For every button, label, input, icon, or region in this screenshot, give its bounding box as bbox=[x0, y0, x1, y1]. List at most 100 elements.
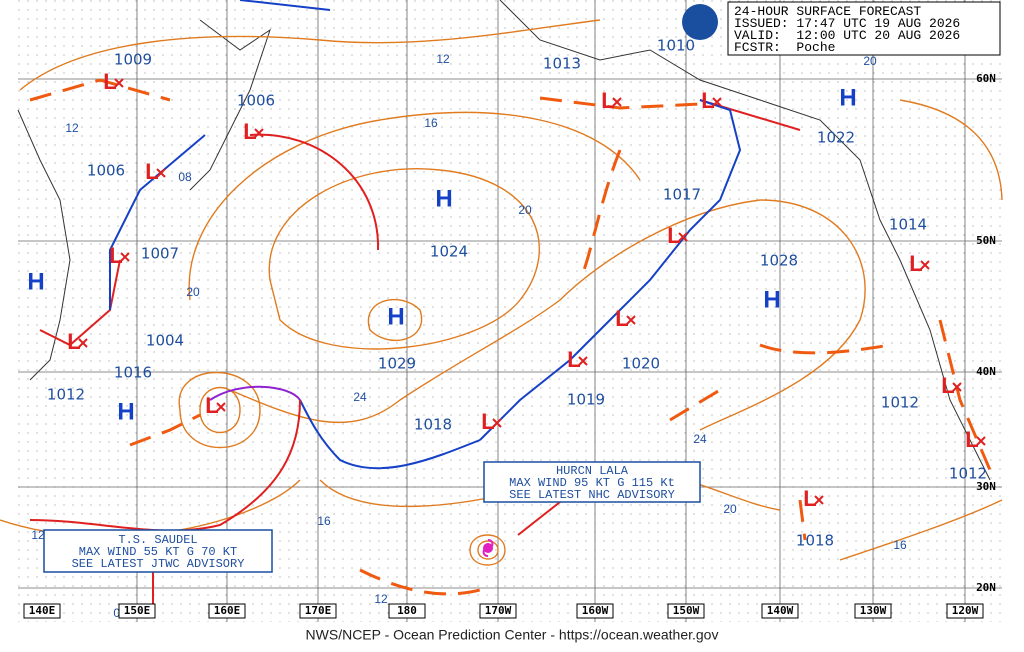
low-pressure-center: L bbox=[109, 243, 122, 268]
low-pressure-center: L bbox=[481, 409, 494, 434]
longitude-label: 160E bbox=[214, 604, 241, 617]
hurricane-advisory: HURCN LALA MAX WIND 95 KT G 115 Kt SEE L… bbox=[483, 461, 701, 536]
isobar-label: 08 bbox=[178, 170, 192, 184]
longitude-label-box bbox=[667, 603, 705, 619]
longitude-label-box bbox=[388, 603, 426, 619]
longitude-label-box bbox=[576, 603, 614, 619]
low-marker bbox=[712, 97, 722, 107]
isobar-label: 24 bbox=[693, 432, 707, 446]
isobar-label: 16 bbox=[317, 514, 331, 528]
high-pressure-center: H bbox=[117, 398, 134, 425]
longitude-label: 170E bbox=[305, 604, 332, 617]
pressure-label: 1018 bbox=[414, 416, 452, 434]
low-pressure-center: L bbox=[909, 251, 922, 276]
pressure-label: 1013 bbox=[543, 55, 581, 73]
low-marker bbox=[492, 418, 502, 428]
pressure-label: 1010 bbox=[657, 37, 695, 55]
high-pressure-center: H bbox=[435, 185, 452, 212]
low-marker bbox=[216, 402, 226, 412]
isobar-label: 24 bbox=[353, 390, 367, 404]
storm-advisory: T.S. SAUDEL MAX WIND 55 KT G 70 KT SEE L… bbox=[43, 529, 273, 615]
high-pressure-center: H bbox=[763, 286, 780, 313]
low-pressure-center: L bbox=[941, 373, 954, 398]
longitude-label: 140E bbox=[29, 604, 56, 617]
pressure-label: 1029 bbox=[378, 355, 416, 373]
low-pressure-center: L bbox=[965, 427, 978, 452]
header-forecaster: FCSTR: Poche bbox=[734, 40, 835, 55]
pressure-label: 1028 bbox=[760, 252, 798, 270]
isobar-label: 12 bbox=[374, 592, 388, 606]
latitude-label: 50N bbox=[976, 234, 996, 247]
longitude-label: 160W bbox=[582, 604, 609, 617]
pressure-label: 1012 bbox=[881, 394, 919, 412]
pressure-label: 1007 bbox=[141, 245, 179, 263]
longitude-label: 120W bbox=[952, 604, 979, 617]
high-pressure-center: H bbox=[387, 303, 404, 330]
low-marker bbox=[678, 232, 688, 242]
longitude-label: 150E bbox=[124, 604, 151, 617]
low-pressure-center: L bbox=[103, 69, 116, 94]
high-pressure-center: H bbox=[27, 268, 44, 295]
low-pressure-center: L bbox=[567, 347, 580, 372]
hurricane-symbol bbox=[482, 539, 494, 557]
graticule bbox=[18, 0, 1002, 622]
pressure-label: 1004 bbox=[146, 332, 184, 350]
longitude-label-box bbox=[299, 603, 337, 619]
longitude-label: 140W bbox=[767, 604, 794, 617]
longitude-label: 150W bbox=[673, 604, 700, 617]
isobar-label: 16 bbox=[893, 538, 907, 552]
longitude-label-box bbox=[208, 603, 246, 619]
low-pressure-center: L bbox=[145, 159, 158, 184]
low-marker bbox=[254, 128, 264, 138]
longitude-label: 130W bbox=[860, 604, 887, 617]
advisory-line: SEE LATEST NHC ADVISORY bbox=[509, 488, 675, 502]
header-box: 24-HOUR SURFACE FORECAST ISSUED: 17:47 U… bbox=[682, 1, 1001, 56]
longitude-label-box bbox=[854, 603, 892, 619]
pressure-label: 1006 bbox=[87, 162, 125, 180]
longitude-label: 170W bbox=[485, 604, 512, 617]
pressure-label: 1009 bbox=[114, 51, 152, 69]
latitude-label: 20N bbox=[976, 581, 996, 594]
longitude-label-box bbox=[946, 603, 984, 619]
low-pressure-center: L bbox=[601, 88, 614, 113]
isobar-label: 12 bbox=[31, 528, 45, 542]
latitude-label: 40N bbox=[976, 365, 996, 378]
low-marker bbox=[578, 356, 588, 366]
latitude-label: 30N bbox=[976, 480, 996, 493]
advisory-line: MAX WIND 95 KT G 115 Kt bbox=[509, 476, 675, 490]
fronts bbox=[29, 0, 801, 532]
low-pressure-center: L bbox=[67, 329, 80, 354]
low-pressure-center: L bbox=[615, 306, 628, 331]
advisory-line: SEE LATEST JTWC ADVISORY bbox=[72, 557, 245, 571]
pressure-label: 1016 bbox=[114, 364, 152, 382]
pressure-label: 1012 bbox=[949, 465, 987, 483]
longitude-label: 180 bbox=[397, 604, 417, 617]
footer: NWS/NCEP - Ocean Prediction Center - htt… bbox=[306, 627, 719, 643]
pressure-label: 1024 bbox=[430, 243, 468, 261]
isobar-label: 20 bbox=[723, 502, 737, 516]
longitude-label-box bbox=[118, 603, 156, 619]
isobar-label: 12 bbox=[436, 52, 450, 66]
coastlines bbox=[17, 0, 991, 481]
low-marker bbox=[952, 382, 962, 392]
low-marker bbox=[120, 252, 130, 262]
low-pressure-center: L bbox=[803, 486, 816, 511]
pressure-label: 1018 bbox=[796, 532, 834, 550]
pressure-label: 1020 bbox=[622, 355, 660, 373]
high-pressure-center: H bbox=[839, 84, 856, 111]
low-marker bbox=[78, 338, 88, 348]
pressure-label: 1006 bbox=[237, 92, 275, 110]
pressure-label: 1017 bbox=[663, 186, 701, 204]
pressure-label: 1019 bbox=[567, 391, 605, 409]
low-pressure-center: L bbox=[205, 393, 218, 418]
advisory-line: HURCN LALA bbox=[556, 464, 629, 478]
low-marker bbox=[920, 260, 930, 270]
header-issued: ISSUED: 17:47 UTC 19 AUG 2026 bbox=[734, 16, 960, 31]
latitude-label: 60N bbox=[976, 72, 996, 85]
pressure-label: 1014 bbox=[889, 216, 927, 234]
low-pressure-center: L bbox=[667, 223, 680, 248]
isobar-label: 20 bbox=[518, 203, 532, 217]
noaa-logo bbox=[682, 4, 718, 40]
